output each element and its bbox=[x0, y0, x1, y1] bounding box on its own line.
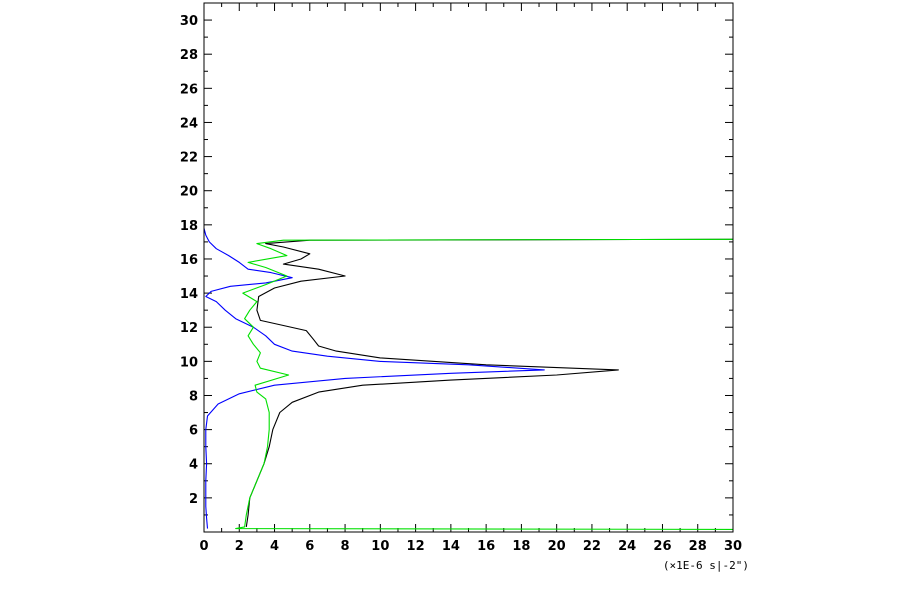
plot-frame bbox=[203, 2, 734, 533]
y-tick-label: 30 bbox=[180, 14, 198, 29]
y-tick-label: 16 bbox=[180, 253, 198, 268]
y-tick-label: 10 bbox=[180, 355, 198, 370]
y-tick-label: 28 bbox=[180, 48, 198, 63]
y-tick-label: 6 bbox=[189, 424, 198, 439]
x-tick-label: 0 bbox=[199, 539, 208, 554]
series-line-2 bbox=[235, 238, 734, 530]
x-tick-label: 22 bbox=[583, 539, 601, 554]
x-tick-label: 8 bbox=[341, 539, 350, 554]
y-tick-label: 12 bbox=[180, 321, 198, 336]
x-tick-label: 18 bbox=[512, 539, 530, 554]
x-tick-label: 4 bbox=[270, 539, 279, 554]
x-tick-label: 10 bbox=[371, 539, 389, 554]
y-tick-label: 14 bbox=[180, 287, 198, 302]
y-tick-label: 2 bbox=[189, 492, 198, 507]
x-tick-label: 28 bbox=[689, 539, 707, 554]
x-tick-label: 12 bbox=[407, 539, 425, 554]
x-tick-label: 6 bbox=[305, 539, 314, 554]
y-tick-label: 4 bbox=[189, 458, 198, 473]
y-tick-label: 26 bbox=[180, 82, 198, 97]
x-tick-label: 16 bbox=[477, 539, 495, 554]
x-tick-label: 14 bbox=[442, 539, 460, 554]
x-unit-note: (×1E-6 s|-2") bbox=[663, 559, 749, 572]
y-tick-label: 20 bbox=[180, 185, 198, 200]
series-line-1 bbox=[203, 228, 545, 529]
y-tick-label: 8 bbox=[189, 389, 198, 404]
plot-background bbox=[204, 3, 733, 532]
x-tick-label: 24 bbox=[618, 539, 636, 554]
y-tick-label: 18 bbox=[180, 219, 198, 234]
x-tick-labels: 0 2 4 6 8 10 12 14 16 18 20 22 24 26 28 30 bbox=[199, 539, 742, 554]
y-tick-label: 22 bbox=[180, 151, 198, 166]
series-group bbox=[203, 228, 734, 530]
series-line-0 bbox=[245, 238, 734, 527]
y-tick-label: 24 bbox=[180, 116, 198, 131]
x-tick-label: 26 bbox=[653, 539, 671, 554]
x-tick-label: 30 bbox=[724, 539, 742, 554]
x-tick-label: 20 bbox=[548, 539, 566, 554]
x-tick-label: 2 bbox=[235, 539, 244, 554]
